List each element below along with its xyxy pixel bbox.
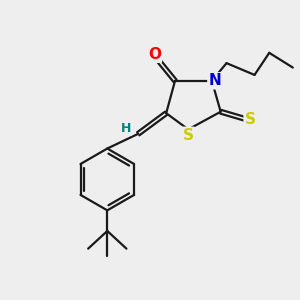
Text: S: S xyxy=(183,128,194,143)
Text: H: H xyxy=(121,122,131,135)
Text: N: N xyxy=(208,73,221,88)
Text: O: O xyxy=(148,47,161,62)
Text: S: S xyxy=(244,112,256,127)
